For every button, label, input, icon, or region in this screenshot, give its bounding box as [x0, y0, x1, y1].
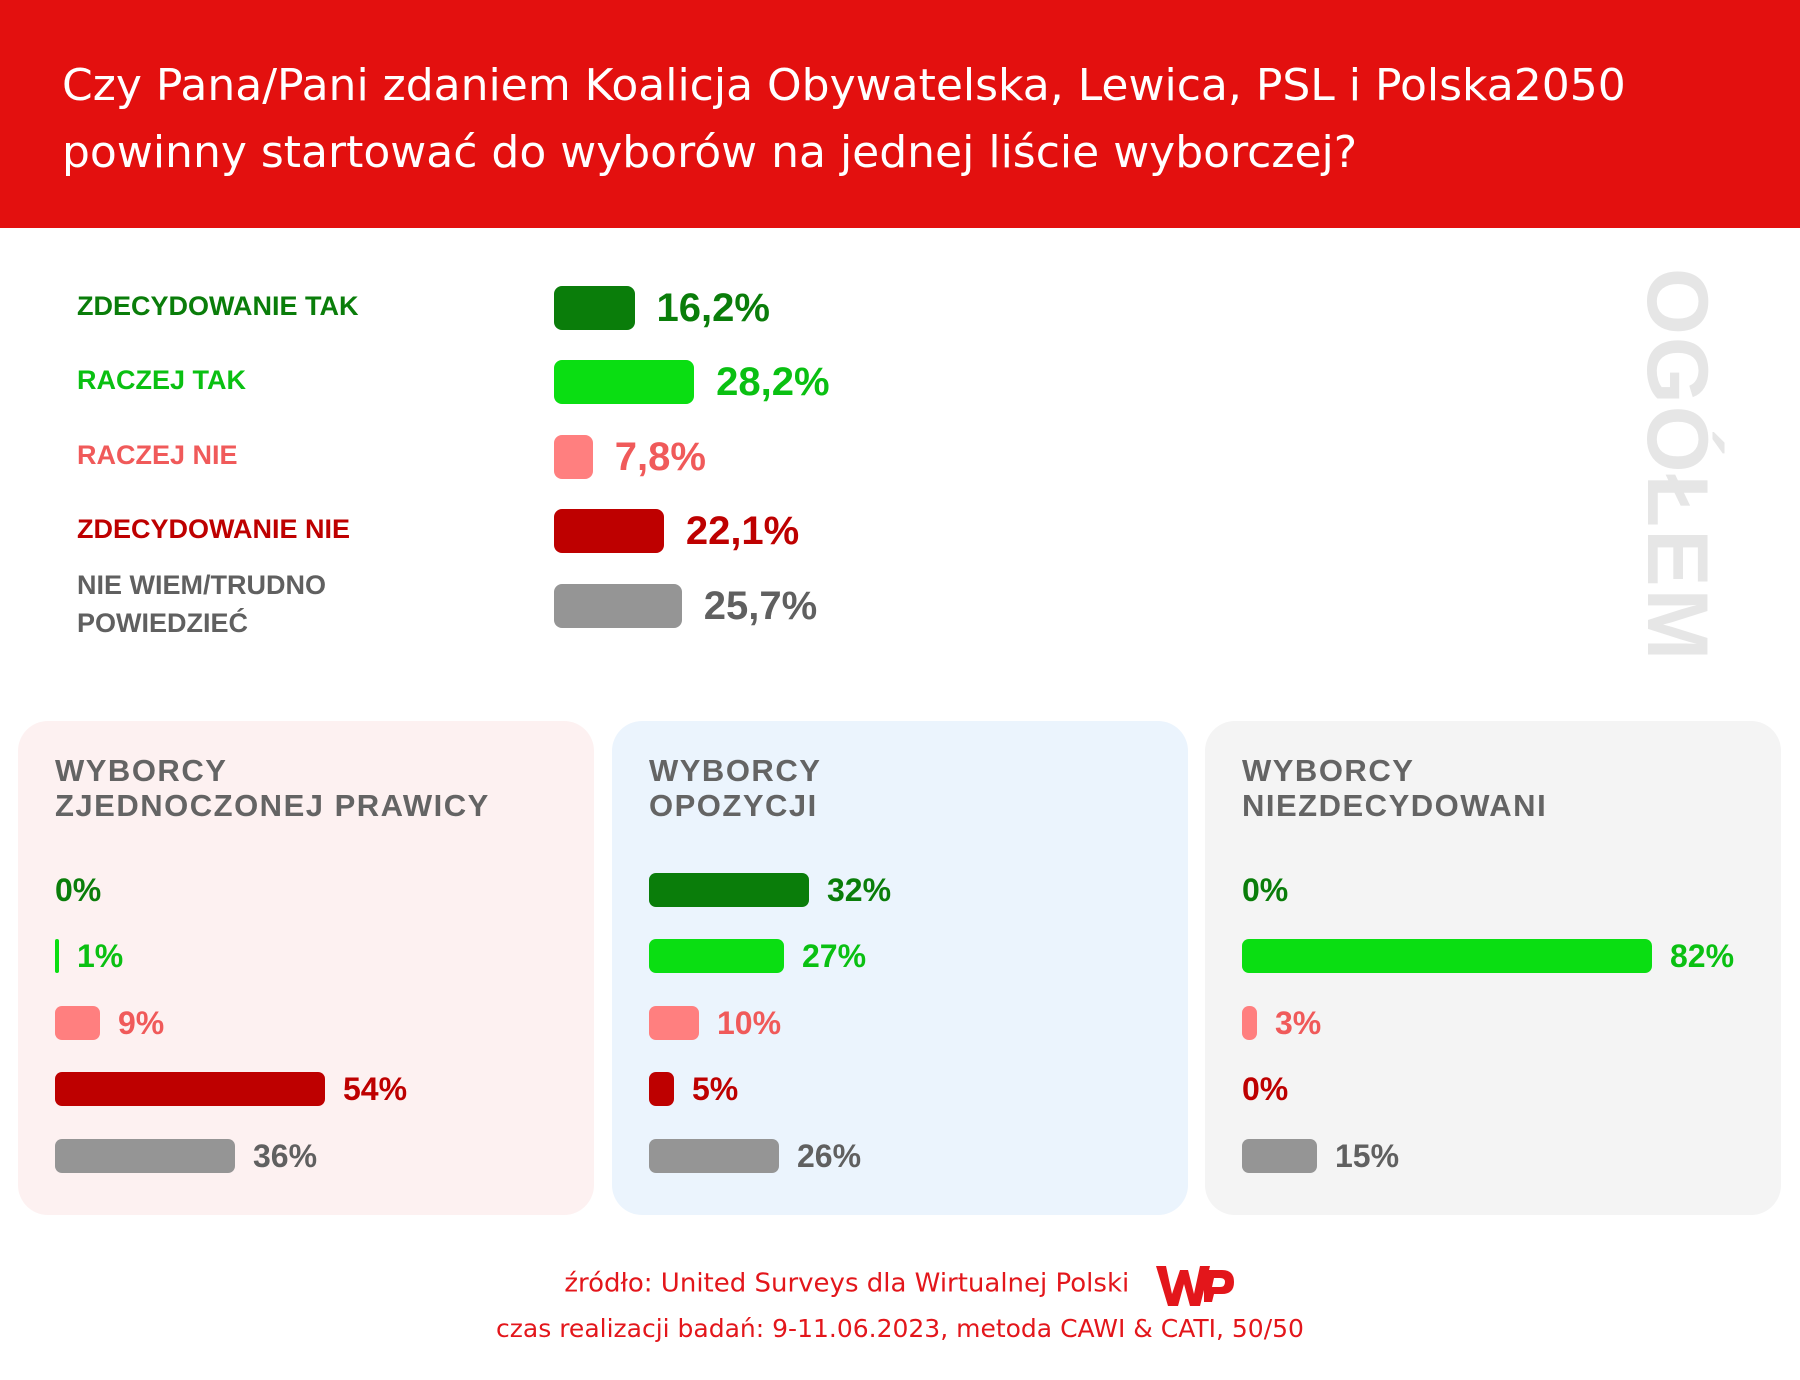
title-line-2: powinny startować do wyborów na jednej l… [62, 127, 1358, 178]
card-title: WYBORCY NIEZDECYDOWANI [1242, 753, 1548, 823]
bar [649, 1006, 699, 1040]
value-label: 3% [1275, 1005, 1322, 1041]
bar [649, 1139, 779, 1173]
segment-card: WYBORCY NIEZDECYDOWANI 0% 82% 3% 0% 15% [1205, 721, 1781, 1215]
value-label: 15% [1335, 1138, 1400, 1174]
header-banner: Czy Pana/Pani zdaniem Koalicja Obywatels… [0, 0, 1800, 228]
bar [1242, 1006, 1257, 1040]
card-title: WYBORCY ZJEDNOCZONEJ PRAWICY [55, 753, 490, 823]
bar [554, 509, 664, 553]
wp-logo [1152, 1260, 1236, 1315]
bar [649, 939, 784, 973]
value-label: 36% [253, 1138, 318, 1174]
value-label: 7,8% [614, 435, 706, 479]
value-label: 32% [827, 872, 892, 908]
bar [649, 1072, 674, 1106]
value-label: 26% [797, 1138, 862, 1174]
category-label: RACZEJ TAK [77, 365, 247, 395]
bar [55, 1006, 100, 1040]
value-label: 9% [118, 1005, 165, 1041]
bar [1242, 1139, 1317, 1173]
value-label: 27% [802, 938, 867, 974]
category-label: ZDECYDOWANIE TAK [77, 291, 359, 321]
value-label: 28,2% [716, 360, 830, 404]
segment-card: WYBORCY OPOZYCJI 32% 27% 10% 5% 26% [612, 721, 1188, 1215]
bar [554, 360, 695, 404]
bar [554, 584, 682, 628]
bar [1242, 939, 1652, 973]
title-line-1: Czy Pana/Pani zdaniem Koalicja Obywatels… [62, 60, 1626, 111]
footer-method-line: czas realizacji badań: 9-11.06.2023, met… [496, 1314, 1304, 1343]
bar [649, 873, 809, 907]
value-label: 25,7% [703, 584, 818, 628]
bar [554, 435, 593, 479]
value-label: 0% [1242, 1071, 1289, 1107]
footer-source-line: źródło: United Surveys dla Wirtualnej Po… [0, 1260, 1800, 1315]
value-label: 54% [343, 1071, 408, 1107]
bar [55, 939, 59, 973]
card-title: WYBORCY OPOZYCJI [649, 753, 822, 823]
chart-title: Czy Pana/Pani zdaniem Koalicja Obywatels… [62, 52, 1762, 186]
segment-card: WYBORCY ZJEDNOCZONEJ PRAWICY 0% 1% 9% 54% 36% [18, 721, 594, 1215]
category-label: RACZEJ NIE [77, 440, 238, 470]
value-label: 1% [77, 938, 124, 974]
bar [55, 1072, 325, 1106]
bar [55, 1139, 235, 1173]
value-label: 16,2% [656, 286, 770, 330]
side-label-ogolem: OGÓŁEM [1629, 268, 1725, 663]
value-label: 0% [55, 872, 102, 908]
category-label: ZDECYDOWANIE NIE [77, 514, 351, 544]
value-label: 10% [717, 1005, 782, 1041]
category-label: NIE WIEM/TRUDNO POWIEDZIEĆ [77, 570, 326, 638]
value-label: 82% [1670, 938, 1735, 974]
value-label: 5% [692, 1071, 739, 1107]
source-text: źródło: United Surveys dla Wirtualnej Po… [564, 1268, 1130, 1299]
value-label: 0% [1242, 872, 1289, 908]
bar [554, 286, 635, 330]
value-label: 22,1% [685, 509, 800, 553]
